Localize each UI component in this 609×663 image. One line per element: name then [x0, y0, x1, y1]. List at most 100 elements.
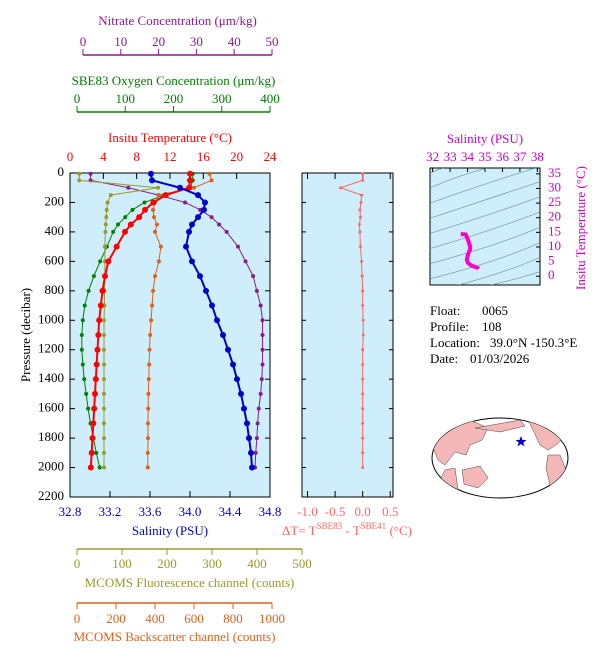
x-tick-label: 200 [157, 556, 177, 571]
profile-point [90, 420, 97, 427]
profile-point [94, 346, 101, 353]
profile-point [217, 222, 222, 227]
profile-point [150, 199, 157, 206]
profile-point [186, 228, 192, 235]
profile-point [89, 435, 96, 442]
ts-x-label: Salinity (PSU) [447, 131, 523, 146]
profile-point [102, 244, 107, 249]
x-tick-label: 34.4 [219, 504, 242, 519]
profile-point [260, 362, 265, 367]
x-tick-label: 0 [74, 611, 81, 626]
profile-point [88, 171, 93, 176]
profile-point [360, 193, 364, 197]
x-tick-label: 0 [74, 91, 81, 106]
profile-point [358, 208, 362, 212]
ts-x-tick-label: 37 [513, 149, 527, 164]
ts-y-tick-label: 15 [548, 223, 561, 238]
profile-point [253, 450, 258, 455]
profile-point [260, 347, 265, 352]
profile-point [209, 178, 214, 183]
profile-point [80, 318, 85, 323]
profile-point [84, 391, 89, 396]
profile-point [359, 200, 363, 204]
x-tick-label: 200 [164, 91, 184, 106]
x-tick-label: 0.0 [355, 504, 371, 519]
info-label: Location: [430, 335, 480, 350]
profile-point [189, 258, 195, 265]
profile-point [116, 222, 121, 227]
profile-point [209, 302, 215, 309]
x-tick-label: 400 [247, 556, 267, 571]
profile-point [102, 318, 106, 323]
y-tick-label: 2200 [38, 488, 64, 503]
ts-y-tick-label: 25 [548, 194, 561, 209]
profile-point [96, 317, 103, 324]
x-tick-label: 0 [74, 556, 81, 571]
profile-point [358, 245, 362, 249]
profile-point [258, 303, 263, 308]
x-tick-label: -0.5 [325, 504, 346, 519]
profile-point [99, 287, 106, 294]
profile-point [98, 259, 103, 264]
profile-point [187, 177, 193, 184]
profile-point [361, 466, 365, 470]
profile-point [235, 244, 240, 249]
profile-point [187, 170, 193, 177]
profile-point [82, 377, 87, 382]
x-tick-label: 300 [212, 91, 232, 106]
profile-point [77, 178, 82, 183]
profile-point [102, 273, 108, 280]
profile-point [189, 221, 195, 228]
profile-point [202, 199, 208, 206]
ts-curve [458, 232, 481, 271]
x-tick-label: 34.0 [179, 504, 202, 519]
profile-point [91, 405, 98, 412]
profile-point [102, 347, 106, 352]
x-tick-label: 300 [202, 556, 222, 571]
profile-point [102, 421, 106, 426]
x-axis-label: SBE83 Oxygen Concentration (μm/kg) [72, 73, 276, 88]
profile-point [80, 362, 85, 367]
x-tick-label: 12 [164, 149, 177, 164]
profile-point [153, 274, 157, 279]
x-tick-label: -1.0 [297, 504, 318, 519]
profile-point [156, 259, 161, 264]
profile-point [162, 192, 169, 199]
ts-x-tick-label: 32 [426, 149, 439, 164]
profile-point [105, 200, 110, 205]
x-tick-label: 500 [292, 556, 312, 571]
float-info: Float: 0065 Profile: 108 Location: 39.0°… [430, 303, 577, 366]
ts-x-tick-label: 33 [444, 149, 457, 164]
profile-point [145, 436, 150, 441]
profile-point [360, 259, 364, 263]
ts-y-tick-label: 20 [548, 209, 561, 224]
profile-point [225, 346, 231, 353]
info-value: 01/03/2026 [470, 351, 530, 366]
profile-point [361, 348, 365, 352]
profile-point [92, 376, 99, 383]
profile-point [104, 207, 109, 212]
ts-x-tick-label: 38 [531, 149, 544, 164]
profile-point [97, 465, 102, 470]
profile-point [186, 184, 193, 191]
y-tick-label: 1200 [38, 341, 64, 356]
profile-point [104, 215, 109, 220]
profile-point [238, 390, 244, 397]
profile-point [147, 362, 152, 367]
profile-point [88, 449, 95, 456]
profile-point [145, 450, 150, 455]
profile-point [203, 287, 209, 294]
profile-point [146, 406, 151, 411]
profile-point [151, 288, 156, 293]
info-value: 39.0°N -150.3°E [490, 335, 577, 350]
profile-point [145, 421, 150, 426]
x-axis-label: Nitrate Concentration (μm/kg) [98, 13, 257, 28]
x-tick-label: 20 [152, 34, 165, 49]
profile-point [152, 215, 157, 220]
profile-point [93, 361, 100, 368]
ts-x-tick-label: 35 [479, 149, 492, 164]
x-tick-label: 4 [100, 149, 107, 164]
profile-point [241, 405, 247, 412]
